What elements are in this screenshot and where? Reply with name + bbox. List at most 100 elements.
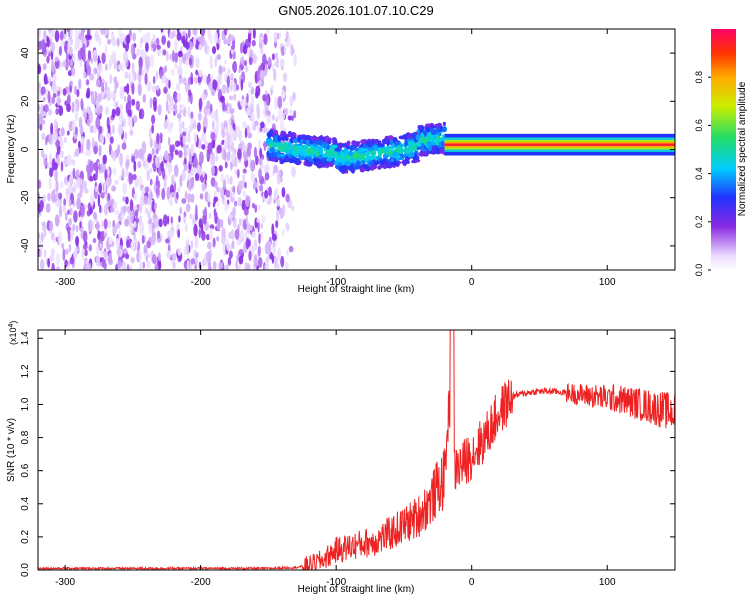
spectrogram-cell <box>246 107 251 116</box>
spectrogram-cell <box>81 29 86 34</box>
spectrogram-cell <box>137 160 142 169</box>
spectrogram-cell <box>142 160 146 168</box>
spectrogram-cell <box>369 155 376 160</box>
spectrogram-cell <box>282 112 285 121</box>
spectrogram-cell <box>277 247 282 261</box>
spectrogram-cell <box>95 185 98 193</box>
spectrogram-cell <box>251 172 254 178</box>
spectrogram-cell <box>60 127 65 137</box>
spectrogram-cell <box>199 36 202 46</box>
spectrogram-cell <box>321 136 326 141</box>
spectrogram-cell <box>271 132 275 138</box>
spectrogram-cell <box>153 165 157 172</box>
spectrogram-cell <box>372 144 378 148</box>
spectrogram-cell <box>386 163 393 169</box>
spectrogram-cell <box>169 53 172 61</box>
spectrogram-cell <box>151 222 156 230</box>
spectrogram-cell <box>186 259 190 270</box>
spectrogram-cell <box>190 167 194 176</box>
spectrogram-cell <box>84 249 88 257</box>
spectrogram-cell <box>251 231 257 239</box>
spectrogram-cell <box>151 43 157 49</box>
spectrogram-cell <box>213 31 219 44</box>
colorbar-tick-label: 0.6 <box>694 119 704 132</box>
spectrogram-cell <box>358 155 363 163</box>
spectrogram-cell <box>288 157 293 163</box>
spectrogram-cell <box>124 131 128 140</box>
spectrogram-cell <box>43 104 49 113</box>
spectrogram-cell <box>190 193 195 203</box>
spectrogram-cell <box>106 200 112 207</box>
spectrogram-cell <box>206 45 210 54</box>
spectrogram-cell <box>88 244 93 252</box>
spectrogram-cell <box>95 78 101 88</box>
spectrogram-cell <box>170 122 174 128</box>
spectrogram-cell <box>74 148 80 157</box>
y-tick-label: 0.4 <box>20 496 31 510</box>
spectrogram-cell <box>131 174 137 181</box>
spectrogram-cell <box>325 151 330 156</box>
snr-xlabel: Height of straight line (km) <box>298 584 415 595</box>
spectrogram-cell <box>192 29 198 36</box>
spectrogram-cell <box>247 31 252 43</box>
spectrogram-cell <box>216 144 222 154</box>
spectrogram-cell <box>394 162 399 166</box>
spectrogram-cell <box>287 115 293 121</box>
spectrogram-cell <box>214 211 218 224</box>
spectrogram-cell <box>197 76 202 83</box>
spectrogram-cell <box>193 36 197 47</box>
spectrogram-cell <box>57 90 61 97</box>
spectrogram-cell <box>90 56 93 64</box>
spectrogram-cell <box>264 163 270 174</box>
spectrogram-cell <box>145 31 151 44</box>
spectrogram-cell <box>50 42 56 53</box>
spectrogram-cell <box>184 223 188 233</box>
spectrogram-cell <box>90 194 94 207</box>
spectrogram-cell <box>210 110 214 120</box>
spectrogram-cell <box>246 221 251 235</box>
snr-multiplier: (x104) <box>8 321 18 345</box>
spectrogram-cell <box>185 41 190 50</box>
spectrogram-cell <box>276 198 280 207</box>
spectrogram-cell <box>89 73 95 81</box>
colorbar-ticks: 0.0 0.2 0.4 0.6 0.8 <box>694 71 711 276</box>
spectrogram-cell <box>414 155 420 161</box>
spectrogram-cell <box>42 63 47 71</box>
spectrogram-cell <box>433 145 439 150</box>
spectrogram-cell <box>71 101 75 114</box>
spectrogram-cell <box>210 88 216 97</box>
spectrogram-cell <box>252 29 256 40</box>
spectrogram-cell <box>274 130 279 135</box>
spectrogram-cell <box>289 95 294 107</box>
spectrogram-cell <box>377 165 382 170</box>
spectrogram-cell <box>104 29 109 36</box>
spectrogram-cell <box>145 42 149 53</box>
spectrogram-cell <box>232 219 237 229</box>
spectrogram-cell <box>100 192 105 199</box>
spectrogram-cell <box>230 114 235 121</box>
spectrogram-cell <box>219 261 224 269</box>
spectrogram-cell <box>159 132 163 139</box>
spectrogram-cell <box>122 50 128 63</box>
spectrogram-cell <box>76 88 80 98</box>
spectrogram-cell <box>140 37 144 44</box>
spectrogram-cell <box>125 159 130 168</box>
spectrogram-cell <box>280 153 286 157</box>
spectrogram-cell <box>190 143 195 157</box>
spectrogram-cell <box>138 65 142 76</box>
spectrogram-cell <box>188 89 192 98</box>
spectrogram-cell <box>225 29 228 33</box>
spectrogram-cell <box>275 220 279 229</box>
spectrogram-cell <box>165 50 169 62</box>
colorbar-tick-label: 0.4 <box>694 167 704 180</box>
spectrogram-cell <box>266 256 270 263</box>
spectrogram-cell <box>66 154 72 166</box>
spectrogram-cell <box>253 146 258 159</box>
spectrogram-cell <box>115 106 121 117</box>
spectrogram-cell <box>201 132 207 143</box>
spectrogram-cell <box>274 257 278 269</box>
spectrogram-cell <box>298 150 304 155</box>
spectrogram-cell <box>177 229 181 239</box>
spectrogram-cell <box>139 109 142 120</box>
spectrogram-cell <box>48 29 52 34</box>
